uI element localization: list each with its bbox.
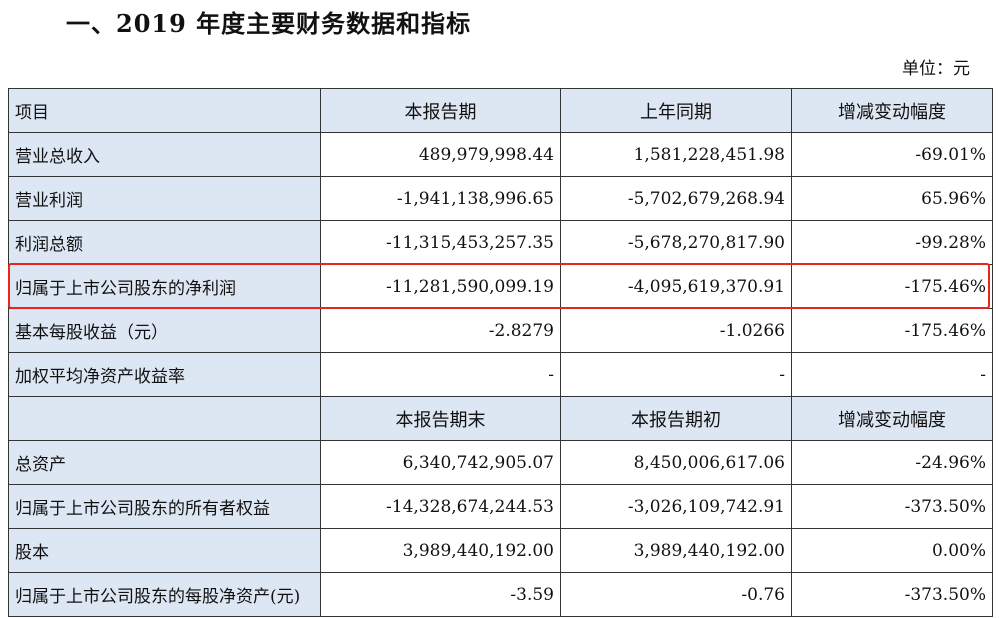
cell-prior: -5,702,679,268.94 bbox=[560, 176, 792, 221]
cell-period-end: -14,328,674,244.53 bbox=[320, 484, 561, 529]
cell-prior: -5,678,270,817.90 bbox=[560, 220, 792, 265]
financial-data-table: 项目 本报告期 上年同期 增减变动幅度 营业总收入 489,979,998.44… bbox=[8, 88, 993, 617]
cell-current: -1,941,138,996.65 bbox=[320, 176, 561, 221]
unit-label: 单位：元 bbox=[902, 59, 970, 79]
row-label: 归属于上市公司股东的所有者权益 bbox=[8, 484, 321, 529]
cell-period-start: 3,989,440,192.00 bbox=[560, 528, 792, 573]
cell-current: 489,979,998.44 bbox=[320, 132, 561, 177]
table-row: 总资产 6,340,742,905.07 8,450,006,617.06 -2… bbox=[8, 440, 993, 485]
row-label: 归属于上市公司股东的净利润 bbox=[8, 264, 321, 309]
row-label: 营业总收入 bbox=[8, 132, 321, 177]
cell-change: 65.96% bbox=[791, 176, 993, 221]
header-cell-item: 项目 bbox=[8, 88, 321, 133]
cell-prior: -1.0266 bbox=[560, 308, 792, 353]
table-row: 股本 3,989,440,192.00 3,989,440,192.00 0.0… bbox=[8, 528, 993, 573]
cell-current: - bbox=[320, 352, 561, 397]
header-cell-period-start: 本报告期初 bbox=[560, 396, 792, 441]
cell-period-end: 6,340,742,905.07 bbox=[320, 440, 561, 485]
table-row: 加权平均净资产收益率 - - - bbox=[8, 352, 993, 397]
row-label: 利润总额 bbox=[8, 220, 321, 265]
header-cell-current-period: 本报告期 bbox=[320, 88, 561, 133]
table-row: 利润总额 -11,315,453,257.35 -5,678,270,817.9… bbox=[8, 220, 993, 265]
header-cell-empty bbox=[8, 396, 321, 441]
cell-prior: 1,581,228,451.98 bbox=[560, 132, 792, 177]
header-cell-change: 增减变动幅度 bbox=[791, 396, 993, 441]
cell-prior: - bbox=[560, 352, 792, 397]
table-row: 归属于上市公司股东的每股净资产(元) -3.59 -0.76 -373.50% bbox=[8, 572, 993, 617]
cell-prior: -4,095,619,370.91 bbox=[560, 264, 792, 309]
header-cell-period-end: 本报告期末 bbox=[320, 396, 561, 441]
header-cell-prior-period: 上年同期 bbox=[560, 88, 792, 133]
cell-change: -175.46% bbox=[791, 308, 993, 353]
row-label: 加权平均净资产收益率 bbox=[8, 352, 321, 397]
cell-change: -99.28% bbox=[791, 220, 993, 265]
table-row: 营业总收入 489,979,998.44 1,581,228,451.98 -6… bbox=[8, 132, 993, 177]
row-label: 总资产 bbox=[8, 440, 321, 485]
cell-change: 0.00% bbox=[791, 528, 993, 573]
cell-current: -11,315,453,257.35 bbox=[320, 220, 561, 265]
row-label: 股本 bbox=[8, 528, 321, 573]
cell-current: -11,281,590,099.19 bbox=[320, 264, 561, 309]
table-row-highlighted: 归属于上市公司股东的净利润 -11,281,590,099.19 -4,095,… bbox=[8, 264, 993, 309]
cell-period-start: -0.76 bbox=[560, 572, 792, 617]
row-label: 营业利润 bbox=[8, 176, 321, 221]
cell-period-end: 3,989,440,192.00 bbox=[320, 528, 561, 573]
table-header-row: 项目 本报告期 上年同期 增减变动幅度 bbox=[8, 88, 993, 133]
cell-change: - bbox=[791, 352, 993, 397]
table-row: 基本每股收益（元） -2.8279 -1.0266 -175.46% bbox=[8, 308, 993, 353]
cell-current: -2.8279 bbox=[320, 308, 561, 353]
cell-change: -24.96% bbox=[791, 440, 993, 485]
row-label: 基本每股收益（元） bbox=[8, 308, 321, 353]
table-row: 营业利润 -1,941,138,996.65 -5,702,679,268.94… bbox=[8, 176, 993, 221]
table-header-row-2: 本报告期末 本报告期初 增减变动幅度 bbox=[8, 396, 993, 441]
table-row: 归属于上市公司股东的所有者权益 -14,328,674,244.53 -3,02… bbox=[8, 484, 993, 529]
row-label: 归属于上市公司股东的每股净资产(元) bbox=[8, 572, 321, 617]
section-title: 一、2019 年度主要财务数据和指标 bbox=[66, 9, 472, 38]
cell-period-end: -3.59 bbox=[320, 572, 561, 617]
cell-period-start: 8,450,006,617.06 bbox=[560, 440, 792, 485]
cell-period-start: -3,026,109,742.91 bbox=[560, 484, 792, 529]
cell-change: -373.50% bbox=[791, 484, 993, 529]
cell-change: -373.50% bbox=[791, 572, 993, 617]
cell-change: -175.46% bbox=[791, 264, 993, 309]
cell-change: -69.01% bbox=[791, 132, 993, 177]
header-cell-change: 增减变动幅度 bbox=[791, 88, 993, 133]
